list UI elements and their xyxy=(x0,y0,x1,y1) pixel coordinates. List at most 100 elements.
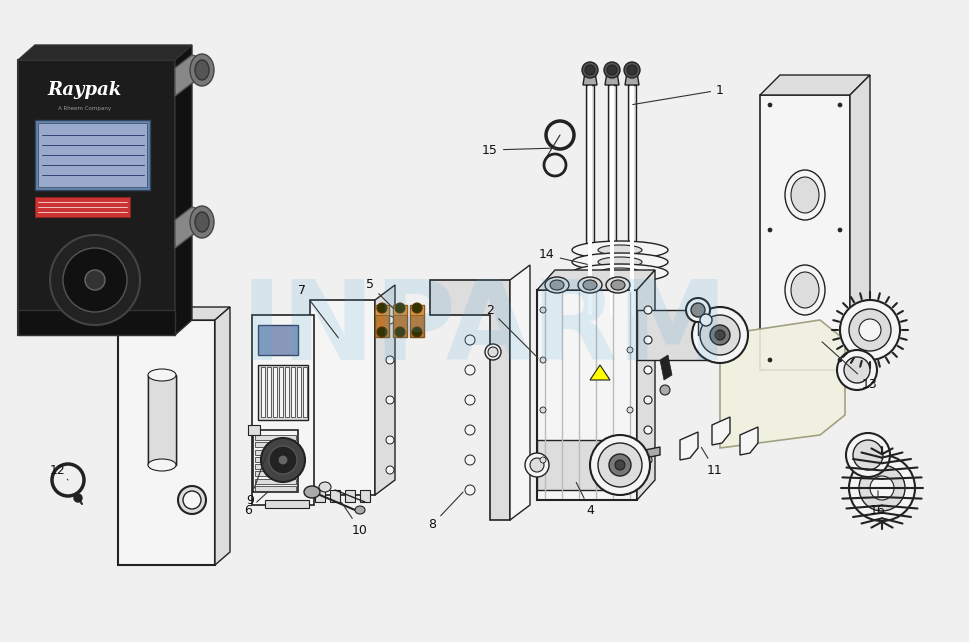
Bar xyxy=(315,490,325,502)
Ellipse shape xyxy=(837,228,841,232)
Ellipse shape xyxy=(377,303,387,313)
Ellipse shape xyxy=(610,280,624,290)
Ellipse shape xyxy=(623,62,640,78)
Bar xyxy=(18,310,174,335)
Polygon shape xyxy=(624,72,639,85)
Bar xyxy=(410,305,423,315)
Bar xyxy=(258,325,297,355)
Bar xyxy=(255,471,296,476)
Bar xyxy=(279,367,283,417)
Ellipse shape xyxy=(837,358,841,362)
Ellipse shape xyxy=(643,456,651,464)
Polygon shape xyxy=(18,45,192,60)
Bar xyxy=(392,305,407,315)
Ellipse shape xyxy=(178,486,205,514)
Ellipse shape xyxy=(837,103,841,107)
Polygon shape xyxy=(719,320,844,448)
Ellipse shape xyxy=(50,235,140,325)
Bar xyxy=(359,490,369,502)
Polygon shape xyxy=(760,95,849,370)
Ellipse shape xyxy=(848,309,891,351)
Ellipse shape xyxy=(355,506,364,514)
Ellipse shape xyxy=(790,177,818,213)
Ellipse shape xyxy=(540,307,546,313)
Text: 14: 14 xyxy=(539,248,586,265)
Polygon shape xyxy=(510,265,529,520)
Polygon shape xyxy=(537,290,637,500)
Bar xyxy=(35,120,150,190)
Polygon shape xyxy=(637,270,654,500)
Bar xyxy=(302,367,306,417)
Ellipse shape xyxy=(529,458,544,472)
Ellipse shape xyxy=(195,60,208,80)
Ellipse shape xyxy=(63,248,127,312)
Ellipse shape xyxy=(386,356,393,364)
Ellipse shape xyxy=(464,365,475,375)
Ellipse shape xyxy=(545,277,569,293)
Ellipse shape xyxy=(700,315,739,355)
Bar xyxy=(255,479,296,483)
Ellipse shape xyxy=(848,455,914,521)
Ellipse shape xyxy=(540,457,546,463)
Polygon shape xyxy=(118,307,230,320)
Bar xyxy=(608,85,615,315)
Ellipse shape xyxy=(597,245,641,255)
Bar xyxy=(252,315,314,505)
Bar xyxy=(587,85,591,315)
Polygon shape xyxy=(429,280,510,520)
Polygon shape xyxy=(215,307,230,565)
Bar xyxy=(253,430,297,492)
Ellipse shape xyxy=(767,103,771,107)
Text: 1: 1 xyxy=(632,83,723,105)
Ellipse shape xyxy=(714,330,724,340)
Ellipse shape xyxy=(582,280,596,290)
Ellipse shape xyxy=(614,460,624,470)
Text: Raypak: Raypak xyxy=(47,81,122,99)
Bar xyxy=(272,367,277,417)
Ellipse shape xyxy=(549,280,563,290)
Text: A Rheem Company: A Rheem Company xyxy=(58,106,111,111)
Text: 2: 2 xyxy=(485,304,538,358)
Ellipse shape xyxy=(784,170,825,220)
Ellipse shape xyxy=(394,303,405,313)
Ellipse shape xyxy=(540,357,546,363)
Ellipse shape xyxy=(464,485,475,495)
Text: 13: 13 xyxy=(821,342,877,392)
Ellipse shape xyxy=(303,486,320,498)
Ellipse shape xyxy=(626,407,633,413)
Ellipse shape xyxy=(845,433,890,477)
Ellipse shape xyxy=(836,350,876,390)
Text: 15: 15 xyxy=(482,144,554,157)
Ellipse shape xyxy=(268,446,297,474)
Bar xyxy=(258,365,308,420)
Text: 4: 4 xyxy=(576,483,593,517)
Ellipse shape xyxy=(572,264,668,282)
Ellipse shape xyxy=(319,482,330,492)
Polygon shape xyxy=(537,440,619,490)
Ellipse shape xyxy=(685,298,709,322)
Bar xyxy=(255,457,296,462)
Polygon shape xyxy=(605,72,618,85)
Ellipse shape xyxy=(604,62,619,78)
Text: 8: 8 xyxy=(427,492,462,532)
Ellipse shape xyxy=(852,440,882,470)
Ellipse shape xyxy=(190,206,214,238)
Polygon shape xyxy=(375,285,394,495)
Polygon shape xyxy=(760,75,869,95)
Ellipse shape xyxy=(195,212,208,232)
Text: 12: 12 xyxy=(50,464,68,480)
Polygon shape xyxy=(118,320,215,565)
Text: 16: 16 xyxy=(869,490,885,517)
Bar xyxy=(35,197,130,217)
Ellipse shape xyxy=(869,476,893,500)
Text: 10: 10 xyxy=(341,502,367,537)
Ellipse shape xyxy=(394,327,405,337)
Text: 6: 6 xyxy=(244,492,267,517)
Ellipse shape xyxy=(464,395,475,405)
Bar xyxy=(329,490,340,502)
Bar xyxy=(410,305,423,337)
Ellipse shape xyxy=(859,319,880,341)
Ellipse shape xyxy=(581,62,597,78)
Text: INPARM: INPARM xyxy=(241,277,728,383)
Polygon shape xyxy=(849,75,869,370)
